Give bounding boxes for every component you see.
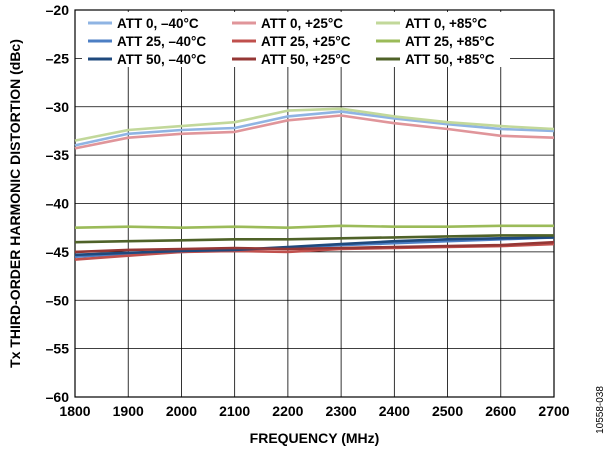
x-tick-label: 2500: [432, 403, 463, 419]
legend-label: ATT 0, +25°C: [261, 16, 343, 31]
x-tick-label: 1800: [59, 403, 90, 419]
legend-label: ATT 25, +25°C: [261, 34, 351, 49]
legend-background: [82, 12, 510, 67]
plot-frame: [74, 9, 555, 398]
x-tick-label: 2200: [272, 403, 303, 419]
series-line-2: [74, 114, 555, 150]
series-line-9: [74, 234, 554, 244]
series-line-7: [74, 236, 555, 257]
x-axis-title: FREQUENCY (MHz): [250, 430, 380, 446]
y-tick-label: –40: [46, 196, 70, 212]
series-line-1: [74, 110, 555, 147]
y-axis-title: Tx THIRD-ORDER HARMONIC DISTORTION (dBc): [7, 39, 23, 368]
y-tick-labels: –20 –25 –30 –35 –40 –45 –50 –55 –60: [46, 2, 70, 405]
x-tick-label: 2300: [326, 403, 357, 419]
legend-label: ATT 50, +25°C: [261, 52, 351, 67]
x-tick-label: 2700: [538, 403, 569, 419]
legend-label: ATT 0, +85°C: [405, 16, 487, 31]
figure-id: 10558-038: [595, 386, 606, 434]
series-line-3: [74, 107, 555, 142]
y-tick-label: –25: [46, 50, 70, 66]
x-tick-label: 2400: [379, 403, 410, 419]
y-tick-label: –30: [46, 99, 70, 115]
legend-label: ATT 25, –40°C: [117, 34, 206, 49]
legend-label: ATT 25, +85°C: [405, 34, 495, 49]
y-tick-label: –20: [46, 2, 70, 18]
y-tick-label: –55: [46, 341, 70, 357]
y-tick-label: –50: [46, 292, 70, 308]
series-lines: [74, 107, 555, 261]
y-tick-label: –35: [46, 147, 70, 163]
series-line-6: [74, 224, 554, 229]
legend-label: ATT 50, +85°C: [405, 52, 495, 67]
x-tick-label: 2100: [219, 403, 250, 419]
x-tick-label: 2000: [166, 403, 197, 419]
x-tick-label: 2600: [485, 403, 516, 419]
y-tick-label: –60: [46, 389, 70, 405]
legend-label: ATT 50, –40°C: [117, 52, 206, 67]
y-tick-label: –45: [46, 244, 70, 260]
series-line-8: [74, 240, 555, 254]
legend: ATT 0, –40°C ATT 0, +25°C ATT 0, +85°C ATT …: [82, 12, 510, 67]
legend-label: ATT 0, –40°C: [117, 16, 199, 31]
x-tick-label: 1900: [113, 403, 144, 419]
grid: [75, 10, 554, 397]
x-tick-labels: 1800 1900 2000 2100 2200 2300 2400 2500 2600 2700: [59, 403, 569, 419]
